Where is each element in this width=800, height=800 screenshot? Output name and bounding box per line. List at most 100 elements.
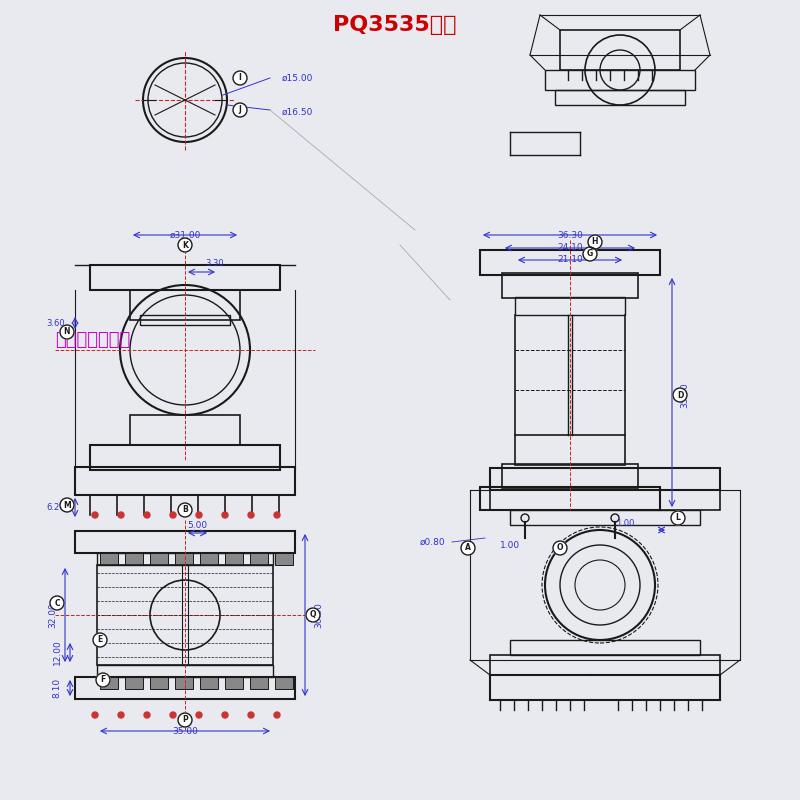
Circle shape [93,633,107,647]
Circle shape [178,503,192,517]
Bar [510,640,700,655]
Bar [490,490,720,510]
Text: K: K [182,241,188,250]
Circle shape [248,712,254,718]
Text: 24.10: 24.10 [557,243,583,253]
Text: 12.00: 12.00 [53,639,62,665]
Circle shape [144,512,150,518]
Bar [250,553,268,565]
Bar [100,677,118,689]
Text: 8.10: 8.10 [53,678,62,698]
Circle shape [222,712,228,718]
Circle shape [92,512,98,518]
Bar [515,297,625,315]
Circle shape [248,512,254,518]
Text: PQ3535双槽: PQ3535双槽 [334,15,457,35]
Bar [150,677,168,689]
Circle shape [233,103,247,117]
Bar [125,553,143,565]
Text: M: M [63,501,71,510]
Circle shape [118,712,124,718]
Circle shape [60,498,74,512]
Bar [100,553,118,565]
Circle shape [170,712,176,718]
Bar [502,464,638,488]
Text: ø16.50: ø16.50 [282,107,314,117]
Bar [275,677,293,689]
Text: H: H [592,238,598,246]
Text: L: L [675,514,681,522]
Text: I: I [238,74,242,82]
Text: O: O [557,543,563,553]
Text: J: J [238,106,242,114]
Circle shape [222,512,228,518]
Bar [490,468,720,490]
Circle shape [50,596,64,610]
Circle shape [196,512,202,518]
Bar [140,315,230,325]
Circle shape [178,238,192,252]
Circle shape [588,235,602,249]
Bar [130,415,240,445]
Text: F: F [100,675,106,685]
Circle shape [673,388,687,402]
Bar [480,487,660,510]
Bar [75,531,295,553]
Text: 32.00: 32.00 [49,602,58,628]
Circle shape [170,512,176,518]
Bar [125,677,143,689]
Bar [555,90,685,105]
Circle shape [118,512,124,518]
Bar [150,553,168,565]
Text: P: P [182,715,188,725]
Text: 1.00: 1.00 [616,518,634,527]
Bar [182,565,188,665]
Circle shape [274,512,280,518]
Text: 3.60: 3.60 [46,318,65,327]
Text: A: A [465,543,471,553]
Text: ø15.00: ø15.00 [282,74,314,82]
Text: 36.30: 36.30 [557,230,583,239]
Text: ø0.80: ø0.80 [419,538,445,546]
Bar [97,565,273,665]
Circle shape [60,325,74,339]
Bar [560,30,680,70]
Circle shape [92,712,98,718]
Bar [130,290,240,320]
Text: Q: Q [310,610,316,619]
Text: C: C [54,598,60,607]
Text: 1.00: 1.00 [500,541,520,550]
Text: E: E [98,635,102,645]
Text: 3.30: 3.30 [206,259,224,269]
Circle shape [306,608,320,622]
Bar [502,273,638,298]
Bar [97,553,273,565]
Bar [225,677,243,689]
Bar [75,467,295,495]
Bar [97,665,273,677]
Bar [90,445,280,470]
Circle shape [461,541,475,555]
Bar [510,510,700,525]
Circle shape [274,712,280,718]
Text: G: G [587,250,593,258]
Circle shape [96,673,110,687]
Text: ø31.00: ø31.00 [170,230,201,239]
Bar [515,435,625,465]
Text: 35.00: 35.00 [172,726,198,735]
Circle shape [233,71,247,85]
Text: 5.00: 5.00 [187,521,207,530]
Bar [275,553,293,565]
Text: 琴江河电子商场: 琴江河电子商场 [55,331,130,349]
Bar [175,677,193,689]
Circle shape [671,511,685,525]
Bar [545,70,695,90]
Circle shape [583,247,597,261]
Bar [480,250,660,275]
Text: 6.20: 6.20 [46,502,65,511]
Circle shape [553,541,567,555]
Text: 35.20: 35.20 [681,382,690,408]
Bar [200,553,218,565]
Text: D: D [677,390,683,399]
Text: 36.30: 36.30 [314,602,323,628]
